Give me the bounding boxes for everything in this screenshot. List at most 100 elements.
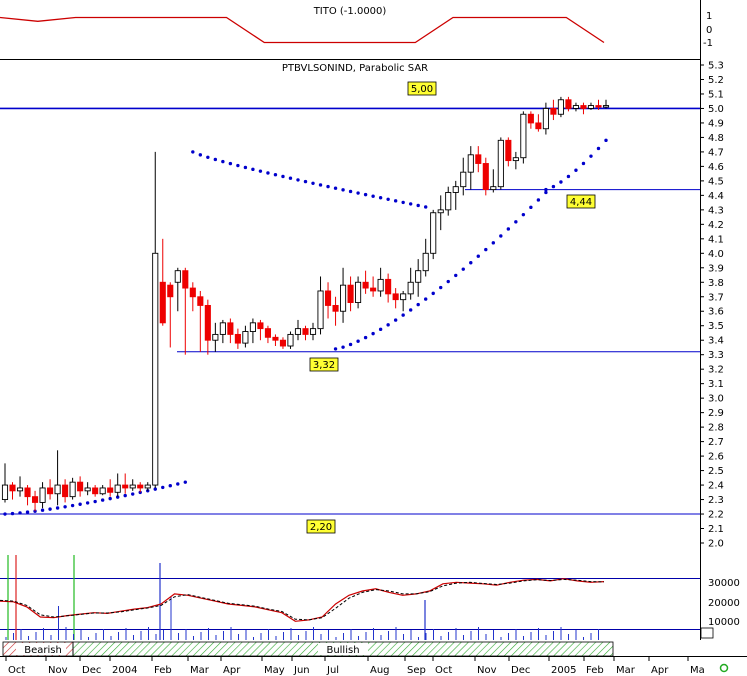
price-tick-label: 3.4 xyxy=(708,336,724,347)
price-tick-label: 2.5 xyxy=(708,466,724,477)
oscillator-series-line xyxy=(0,578,605,622)
price-tick-label: 4.3 xyxy=(708,205,724,216)
candle-body xyxy=(460,171,467,188)
candle-body xyxy=(309,328,317,335)
sar-dot xyxy=(356,339,360,343)
price-tick-label: 3.1 xyxy=(708,379,724,390)
price-tick-label: 4.8 xyxy=(708,133,724,144)
vertical-markers xyxy=(7,555,426,640)
price-tick-label: 5.2 xyxy=(708,75,724,86)
sar-dot xyxy=(333,186,338,190)
indicator-title: TITO (-1.0000) xyxy=(313,6,387,17)
status-indicator-icon[interactable] xyxy=(719,663,729,673)
candle-body xyxy=(587,105,595,109)
oscillator-series-line xyxy=(0,578,605,621)
sar-dot xyxy=(288,176,293,180)
sar-dot xyxy=(401,313,405,317)
candle-body xyxy=(407,281,414,295)
sar-dot xyxy=(386,323,390,327)
month-label: Jun xyxy=(293,665,310,676)
candle-body xyxy=(377,278,384,292)
month-label: Aug xyxy=(370,665,390,676)
sar-dot xyxy=(93,499,97,504)
sar-dot xyxy=(333,347,338,351)
candle-body xyxy=(482,163,489,191)
candle-body xyxy=(227,322,234,335)
price-panel: PTBVLSONIND, Parabolic SAR 5.3 5.2 5.1 5.0 4… xyxy=(0,61,724,550)
candle-body xyxy=(152,252,159,486)
price-tick-label: 3.7 xyxy=(708,292,724,303)
price-tick-label: 2.3 xyxy=(708,495,724,506)
price-tick-label: 5.3 xyxy=(708,61,724,72)
sar-dot xyxy=(581,161,586,166)
level-label-4-44-text: 4,44 xyxy=(570,197,592,208)
sar-dot xyxy=(566,174,571,179)
level-label-3-32-text: 3,32 xyxy=(313,360,335,371)
month-label: Ma xyxy=(690,665,705,676)
month-label: Apr xyxy=(651,665,669,676)
price-tick-label: 4.1 xyxy=(708,234,724,245)
sar-dot xyxy=(484,247,488,252)
sar-dot xyxy=(506,227,511,231)
candle-body xyxy=(302,328,309,335)
price-tick-label: 2.0 xyxy=(708,539,724,550)
candle-body xyxy=(340,284,347,312)
candle-body xyxy=(475,154,482,164)
sar-dot xyxy=(206,155,210,159)
sar-dot xyxy=(85,501,90,505)
sar-dot xyxy=(378,327,383,332)
price-tick-label: 3.3 xyxy=(708,350,724,361)
scrollbar-box[interactable] xyxy=(700,627,714,639)
candle-body xyxy=(602,105,610,108)
sar-dot xyxy=(168,483,172,488)
candle-body xyxy=(512,157,519,162)
month-label: Oct xyxy=(8,665,25,676)
sar-dot xyxy=(258,169,263,173)
candle-body xyxy=(54,484,61,495)
price-tick-label: 2.1 xyxy=(708,524,724,535)
candle-body xyxy=(279,339,287,347)
candle-body xyxy=(9,484,16,492)
sar-dot xyxy=(153,487,157,491)
sar-dot xyxy=(476,254,480,258)
price-tick-label: 5.0 xyxy=(708,104,724,115)
sar-dot xyxy=(123,493,127,498)
candle-body xyxy=(332,304,339,312)
sar-dot xyxy=(213,157,218,162)
sar-dot xyxy=(108,496,112,501)
candle-body xyxy=(400,293,407,301)
sar-dot xyxy=(198,153,203,157)
sar-dot xyxy=(416,302,420,307)
tito-line xyxy=(0,16,605,44)
sar-dot xyxy=(371,194,375,198)
candle-body xyxy=(294,328,302,335)
sar-dot xyxy=(228,161,233,166)
sar-dot xyxy=(408,202,413,206)
candle-body xyxy=(1,484,9,500)
candle-body xyxy=(437,209,444,214)
sar-dot xyxy=(25,510,30,514)
candle-body xyxy=(249,322,256,332)
sar-dot xyxy=(393,318,398,322)
candle-body xyxy=(69,481,76,498)
oscillator-tick-20000: 20000 xyxy=(708,598,740,609)
candle-body xyxy=(355,281,362,304)
candle-body xyxy=(47,487,54,495)
sar-dot xyxy=(281,174,285,179)
sar-dot xyxy=(243,165,248,170)
candle-body xyxy=(452,186,459,193)
sar-dot xyxy=(454,273,458,278)
indicator-tick-neg1: -1 xyxy=(703,38,713,49)
sar-dot xyxy=(48,507,52,511)
candle-body xyxy=(32,496,39,503)
sar-dot xyxy=(469,261,473,265)
sar-dot xyxy=(161,485,165,490)
sar-dot xyxy=(191,150,195,154)
candle-body xyxy=(572,105,579,109)
month-label: Mar xyxy=(616,665,636,676)
sar-dot xyxy=(100,498,105,502)
oscillator-panel: 30000 20000 10000 xyxy=(0,555,740,640)
sar-dot xyxy=(341,188,345,192)
sar-dot xyxy=(589,154,593,158)
